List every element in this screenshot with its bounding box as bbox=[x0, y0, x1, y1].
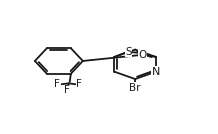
Text: S: S bbox=[125, 47, 132, 57]
Text: F: F bbox=[54, 79, 60, 90]
Text: O: O bbox=[139, 50, 147, 59]
Text: F: F bbox=[76, 79, 82, 90]
Text: F: F bbox=[65, 85, 70, 95]
Text: Br: Br bbox=[129, 83, 141, 93]
Text: N: N bbox=[152, 67, 160, 77]
